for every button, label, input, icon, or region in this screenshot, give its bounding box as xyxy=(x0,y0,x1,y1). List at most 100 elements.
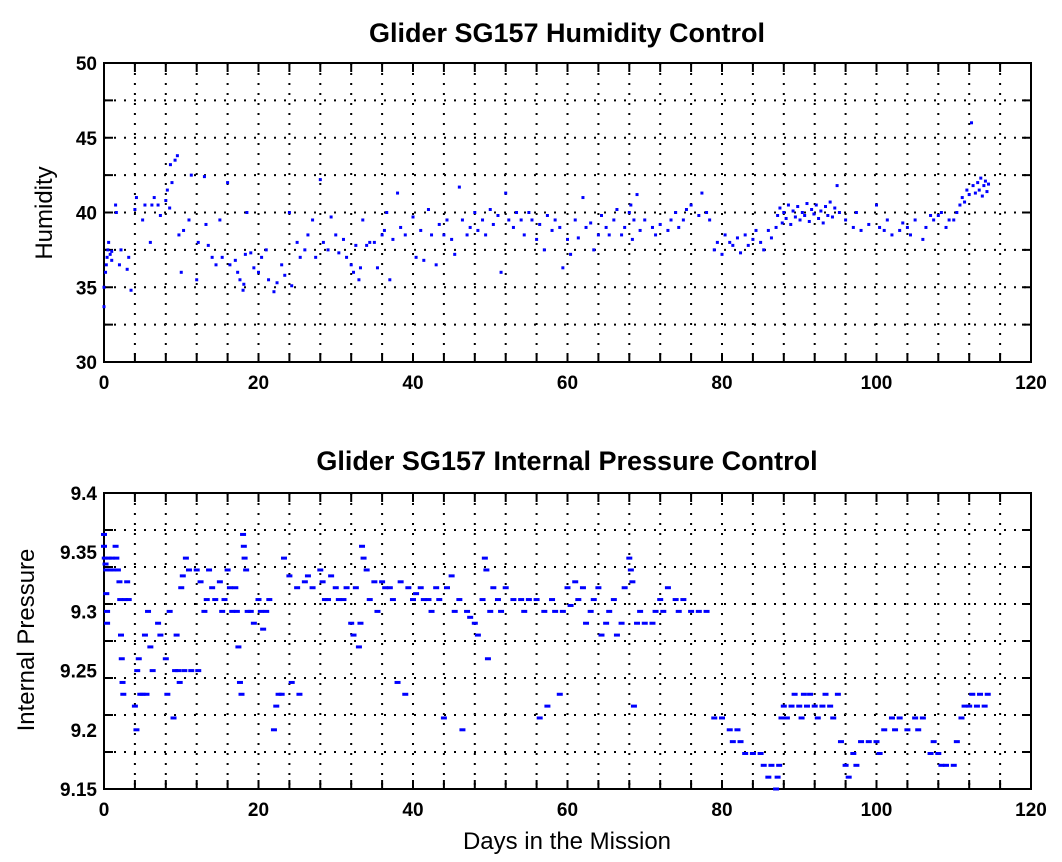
data-point xyxy=(445,218,449,222)
data-point xyxy=(966,704,973,708)
data-point xyxy=(352,270,356,274)
data-point xyxy=(119,248,123,252)
data-point xyxy=(101,532,107,536)
data-point xyxy=(803,213,807,217)
data-point xyxy=(117,598,124,602)
data-point xyxy=(558,225,562,229)
data-point xyxy=(474,633,481,637)
data-point xyxy=(958,716,965,720)
data-point xyxy=(680,598,687,602)
data-point xyxy=(773,787,780,791)
data-point xyxy=(559,609,566,613)
data-point xyxy=(102,305,106,309)
data-point xyxy=(908,233,912,237)
data-point xyxy=(858,740,865,744)
data-point xyxy=(363,568,370,572)
data-point xyxy=(703,609,710,613)
data-point xyxy=(260,627,267,631)
data-point xyxy=(317,568,324,572)
data-point xyxy=(807,219,811,223)
data-point xyxy=(385,211,389,214)
data-point xyxy=(426,208,430,212)
data-point xyxy=(220,255,224,259)
data-point xyxy=(201,609,208,613)
data-point xyxy=(828,200,832,204)
data-point xyxy=(844,218,848,222)
data-point xyxy=(304,574,311,578)
data-point xyxy=(104,609,111,613)
data-point xyxy=(901,221,905,225)
data-point xyxy=(621,586,628,590)
data-point xyxy=(193,568,200,572)
data-point xyxy=(283,273,287,277)
data-point xyxy=(309,586,316,590)
data-point xyxy=(788,704,795,708)
data-point xyxy=(789,222,793,226)
data-point xyxy=(751,237,755,241)
data-point xyxy=(104,263,108,267)
x-tick-label: 120 xyxy=(1015,800,1047,821)
data-point xyxy=(453,252,457,256)
data-point xyxy=(135,657,142,661)
data-point xyxy=(158,213,162,217)
data-point xyxy=(365,243,369,247)
data-point xyxy=(955,211,959,214)
data-point xyxy=(613,633,620,637)
data-point xyxy=(334,233,338,237)
data-point xyxy=(399,225,403,229)
data-point xyxy=(382,228,386,232)
data-point xyxy=(511,225,515,229)
y-tick-label: 9.15 xyxy=(60,780,97,801)
data-point xyxy=(496,213,500,217)
data-point xyxy=(206,568,213,572)
data-point xyxy=(471,621,478,625)
data-point xyxy=(575,598,582,602)
data-point xyxy=(976,181,980,185)
data-point xyxy=(596,233,600,237)
data-point xyxy=(623,225,627,229)
data-point xyxy=(982,184,986,188)
data-point xyxy=(664,586,671,590)
data-point xyxy=(979,176,983,180)
data-point xyxy=(117,633,124,637)
data-point xyxy=(819,704,826,708)
data-point xyxy=(349,263,353,267)
data-point xyxy=(245,211,249,214)
data-point xyxy=(629,580,636,584)
data-point xyxy=(695,609,702,613)
data-point xyxy=(749,751,756,755)
data-point xyxy=(102,285,106,289)
data-point xyxy=(984,692,991,696)
data-point xyxy=(473,211,477,214)
data-point xyxy=(168,206,172,210)
data-point xyxy=(303,248,307,252)
data-point xyxy=(294,586,301,590)
data-point xyxy=(776,763,783,767)
y-tick-label: 9.35 xyxy=(60,543,97,564)
data-point xyxy=(434,263,438,267)
data-point xyxy=(538,222,542,226)
data-point xyxy=(228,263,232,267)
data-point xyxy=(776,213,780,217)
data-point xyxy=(833,206,837,210)
data-point xyxy=(118,657,125,661)
data-point xyxy=(654,233,658,237)
data-point xyxy=(124,580,131,584)
data-point xyxy=(255,598,262,602)
pressure-y-axis-label: Internal Pressure xyxy=(13,549,40,732)
data-point xyxy=(266,598,273,602)
data-point xyxy=(226,181,230,185)
data-point xyxy=(567,603,574,607)
data-point xyxy=(197,580,204,584)
data-point xyxy=(834,692,841,696)
data-point xyxy=(143,203,147,207)
data-point xyxy=(352,586,359,590)
data-point xyxy=(494,598,501,602)
data-point xyxy=(134,669,141,673)
data-point xyxy=(697,213,701,217)
data-point xyxy=(133,728,140,732)
data-point xyxy=(981,704,988,708)
data-point xyxy=(443,586,450,590)
data-point xyxy=(325,598,332,602)
data-point xyxy=(927,751,934,755)
